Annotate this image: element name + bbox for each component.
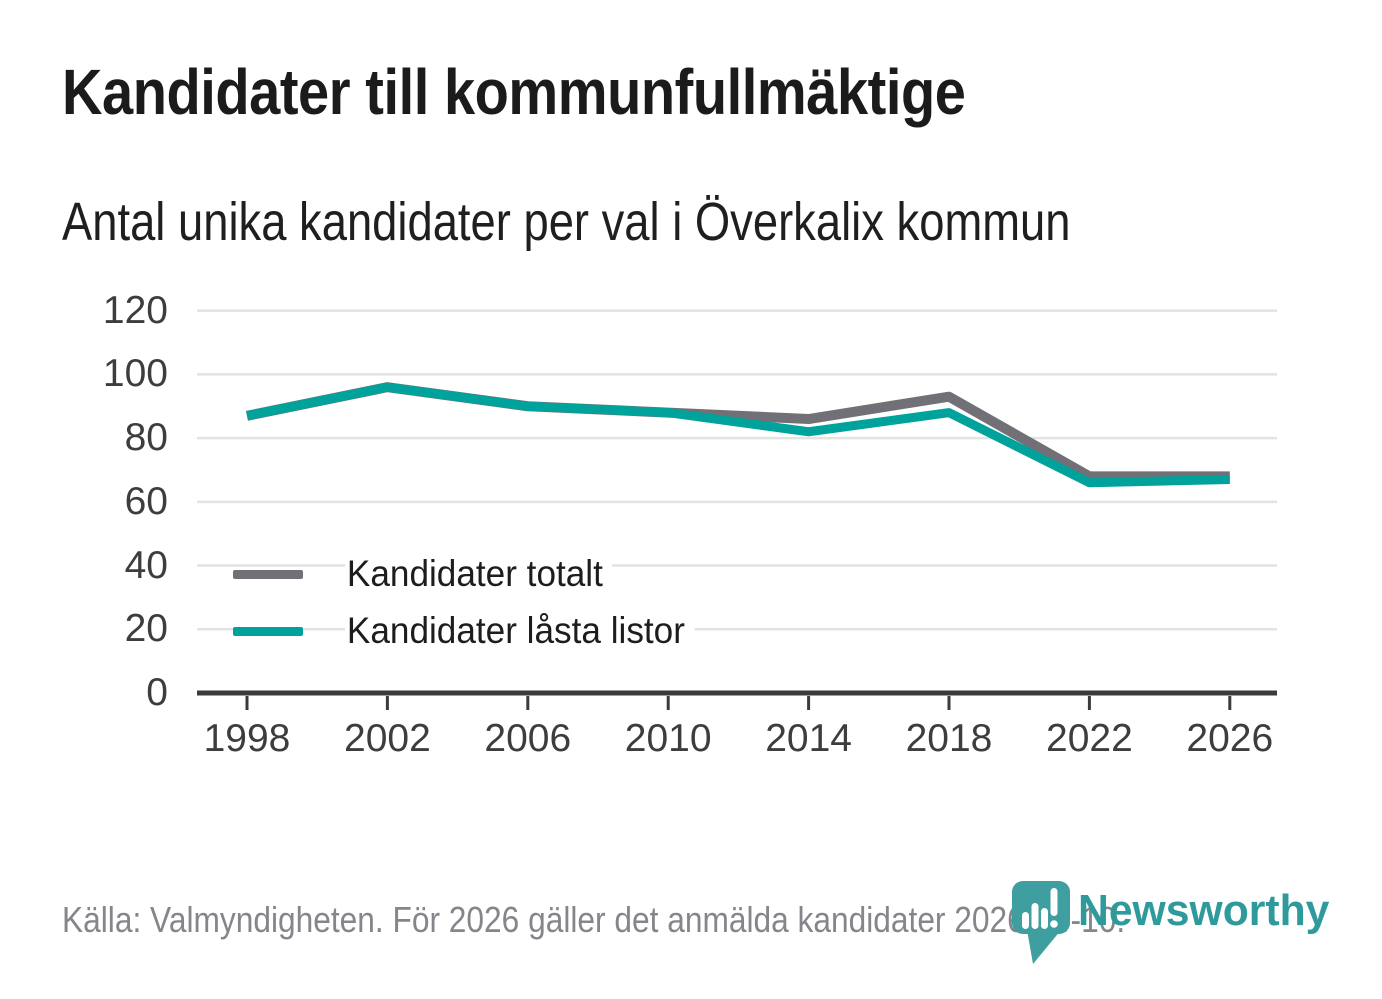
x-tick-label: 2018 <box>905 717 993 760</box>
y-tick-label: 20 <box>124 607 168 651</box>
y-tick-label: 60 <box>124 479 168 523</box>
newsworthy-logo-icon <box>1012 881 1070 964</box>
source-attribution: Källa: Valmyndigheten. För 2026 gäller d… <box>62 899 1126 940</box>
legend-item-lasta-listor: Kandidater låsta listor <box>233 609 713 653</box>
legend: Kandidater totalt Kandidater låsta listo… <box>233 552 713 666</box>
y-tick-label: 80 <box>124 416 168 460</box>
x-tick-label: 2022 <box>1046 717 1133 760</box>
y-tick-label: 40 <box>124 543 168 587</box>
series-line-kandidater-lasta-listor <box>246 382 1230 488</box>
brand-name: Newsworthy <box>1078 886 1330 935</box>
x-tick-label: 2014 <box>765 717 852 760</box>
chart-subtitle: Antal unika kandidater per val i Överkal… <box>62 192 1071 252</box>
x-tick-label: 2002 <box>344 717 431 760</box>
legend-swatch-lasta-listor <box>233 626 303 636</box>
y-tick-label: 0 <box>146 671 168 714</box>
y-tick-label: 100 <box>102 352 168 396</box>
page-title: Kandidater till kommunfullmäktige <box>62 56 966 128</box>
legend-label-lasta-listor: Kandidater låsta listor <box>345 609 695 653</box>
legend-swatch-totalt <box>233 569 303 579</box>
x-tick-label: 2010 <box>624 717 712 760</box>
x-tick-label: 2026 <box>1186 717 1274 760</box>
x-tick-label: 2006 <box>484 717 572 760</box>
y-tick-label: 120 <box>102 288 168 332</box>
legend-label-totalt: Kandidater totalt <box>345 552 613 596</box>
series-line-kandidater-totalt <box>245 382 1230 482</box>
newsworthy-logo: Newsworthy <box>1005 872 1329 967</box>
legend-item-totalt: Kandidater totalt <box>233 552 713 596</box>
x-tick-label: 1998 <box>203 717 291 760</box>
